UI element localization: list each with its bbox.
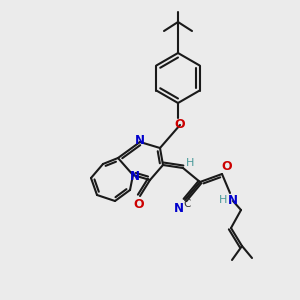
Text: N: N	[130, 170, 140, 184]
Text: H: H	[219, 195, 227, 205]
Text: O: O	[134, 197, 144, 211]
Text: C: C	[183, 199, 191, 209]
Text: N: N	[174, 202, 184, 215]
Text: N: N	[135, 134, 145, 148]
Text: H: H	[186, 158, 194, 168]
Text: O: O	[222, 160, 232, 172]
Text: N: N	[228, 194, 238, 206]
Text: O: O	[175, 118, 185, 131]
